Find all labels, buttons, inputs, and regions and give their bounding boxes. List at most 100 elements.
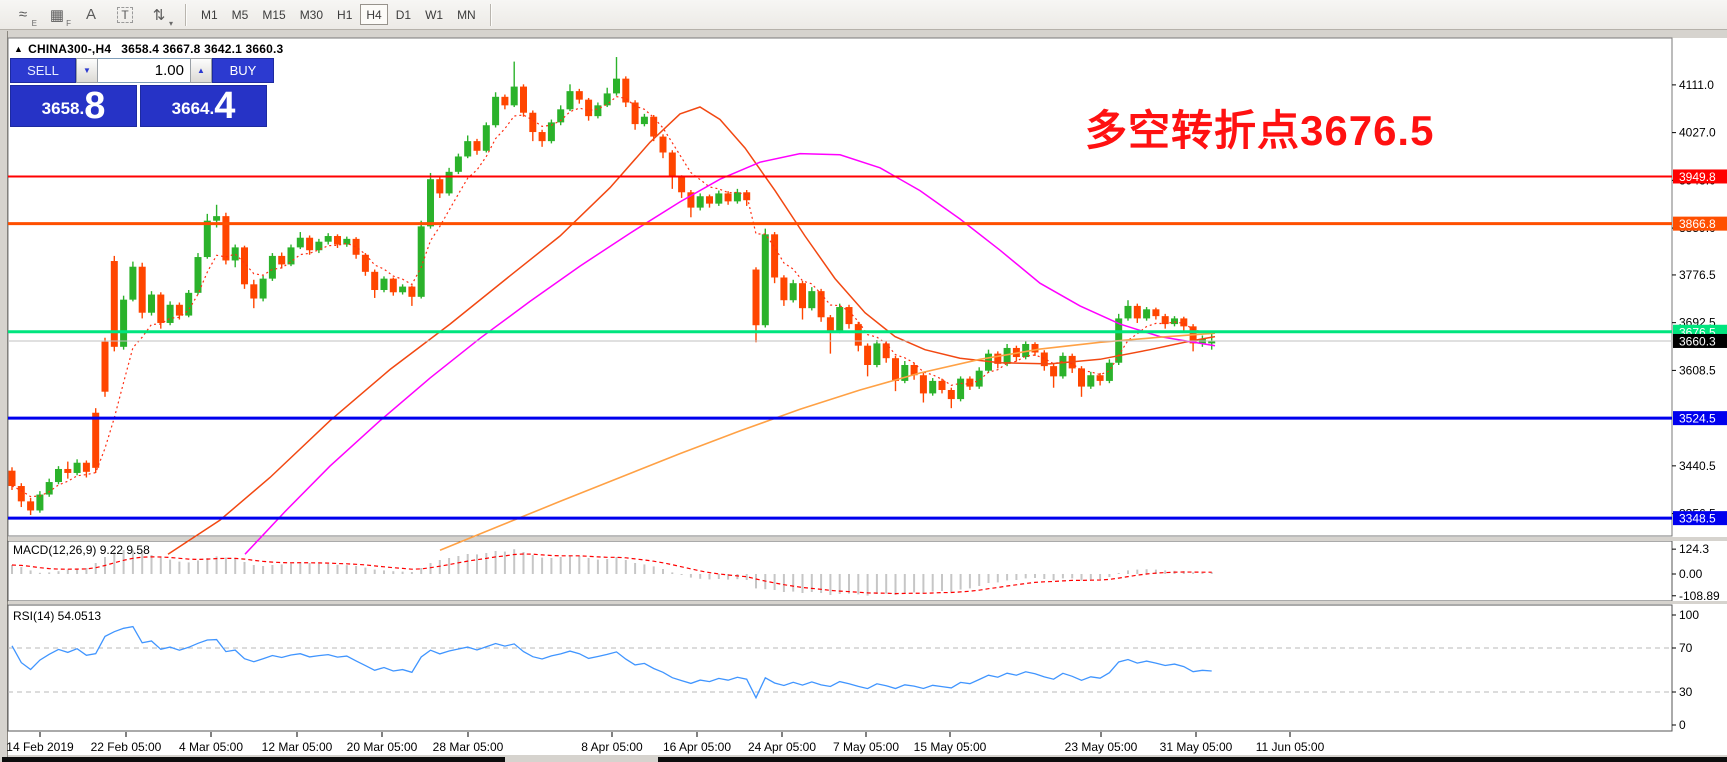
timeframe-button-M15[interactable]: M15	[256, 4, 291, 25]
rsi-pane-border	[7, 604, 1673, 732]
candle-bear	[27, 501, 35, 511]
volume-input[interactable]	[98, 58, 190, 83]
candle-bear	[92, 412, 100, 468]
date-tick-label: 12 Mar 05:00	[262, 740, 333, 754]
candle-bull	[1208, 341, 1216, 344]
candle-bull	[417, 226, 425, 297]
indicator-curves-icon[interactable]: ≈ E	[8, 3, 38, 28]
volume-decrease-button[interactable]: ▼	[76, 58, 98, 83]
candle-bear	[622, 78, 630, 103]
collapse-panel-icon[interactable]: ▲	[14, 44, 24, 54]
candle-bull	[166, 304, 174, 323]
candle-bear	[799, 283, 806, 309]
candle-bear	[82, 462, 90, 472]
candle-bull	[957, 378, 965, 400]
candle-bull	[1124, 305, 1132, 319]
candle-bull	[836, 307, 844, 331]
candle-bear	[919, 375, 927, 394]
price-badge-label: 3660.3	[1679, 334, 1716, 348]
macd-tick-label: -108.89	[1679, 589, 1720, 603]
macd-tick-label: 124.3	[1679, 542, 1709, 556]
candle-bear	[250, 284, 258, 299]
candle-bear	[966, 378, 974, 387]
candle-bear	[845, 307, 853, 325]
date-tick-label: 23 May 05:00	[1065, 740, 1138, 754]
volume-increase-button[interactable]: ▲	[190, 58, 212, 83]
chart-annotation-text[interactable]: 多空转折点3676.5	[1085, 107, 1435, 154]
chart-window-background	[8, 38, 1727, 755]
candle-bull	[1171, 318, 1178, 325]
candle-bull	[557, 109, 565, 123]
grid-pattern-icon[interactable]: ▦ F	[42, 3, 72, 28]
cycle-arrows-icon[interactable]: ⇅ ▾	[144, 3, 174, 28]
candle-bear	[138, 266, 146, 313]
grid-pattern-glyph: ▦	[49, 6, 65, 24]
candle-bull	[482, 125, 490, 151]
timeframe-button-H4[interactable]: H4	[360, 4, 388, 25]
timeframe-button-W1[interactable]: W1	[419, 4, 449, 25]
rsi-tick-label: 30	[1679, 685, 1693, 699]
timeframe-button-M5[interactable]: M5	[226, 4, 255, 25]
candle-bear	[222, 216, 230, 261]
rsi-tick-label: 70	[1679, 641, 1693, 655]
candle-bear	[1133, 305, 1141, 319]
date-tick-label: 11 Jun 05:00	[1256, 740, 1325, 754]
candle-bear	[501, 96, 509, 106]
candle-bear	[854, 324, 862, 346]
candle-bull	[733, 192, 741, 202]
textbox-icon[interactable]: T	[110, 3, 140, 27]
candle-bull	[315, 241, 323, 251]
pane-splitter[interactable]	[8, 601, 1727, 604]
candle-bear	[724, 193, 732, 202]
indicator-curves-glyph: ≈	[18, 6, 28, 23]
timeframe-button-M1[interactable]: M1	[195, 4, 224, 25]
sell-price-big-digit: 8	[84, 85, 106, 127]
sell-price-main: 3658.	[41, 99, 85, 118]
candle-bull	[566, 91, 574, 110]
candle-bear	[101, 341, 109, 392]
buy-price-display[interactable]: 3664. 4	[140, 85, 267, 127]
candle-bear	[938, 380, 946, 390]
buy-button[interactable]: BUY	[212, 58, 274, 83]
timeframe-button-M30[interactable]: M30	[294, 4, 329, 25]
candle-bull	[324, 236, 332, 242]
timeframe-button-H1[interactable]: H1	[331, 4, 358, 25]
text-label-icon[interactable]: A	[76, 3, 106, 27]
date-tick-label: 8 Apr 05:00	[581, 740, 643, 754]
bottom-window-edge	[2, 757, 505, 762]
price-badge	[1673, 333, 1727, 348]
price-badge-label: 3949.8	[1679, 170, 1716, 184]
price-tick-label: 3440.5	[1679, 459, 1716, 473]
candle-bull	[1059, 355, 1067, 377]
candle-bear	[473, 141, 481, 151]
price-tick-label: 4111.0	[1679, 78, 1714, 92]
candle-bull	[55, 468, 62, 483]
candle-bear	[408, 286, 416, 297]
candle-bear	[994, 353, 1002, 364]
macd-signal-line	[11, 553, 1212, 595]
candle-bear	[361, 254, 369, 272]
pane-splitter[interactable]	[8, 537, 1727, 541]
candle-bull	[399, 286, 407, 293]
timeframe-button-MN[interactable]: MN	[451, 4, 482, 25]
date-tick-label: 4 Mar 05:00	[179, 740, 243, 754]
sell-button[interactable]: SELL	[10, 58, 76, 83]
timeframe-button-D1[interactable]: D1	[390, 4, 417, 25]
symbol-timeframe: CHINA300-,H4	[28, 42, 112, 56]
candle-bear	[864, 345, 872, 365]
candle-bear	[241, 247, 248, 285]
candle-bear	[334, 236, 341, 245]
toolbar-separator	[489, 3, 492, 26]
candle-bull	[808, 291, 816, 309]
candle-bear	[1152, 309, 1160, 317]
candle-bull	[464, 141, 472, 157]
buy-price-main: 3664.	[171, 99, 215, 118]
sell-price-display[interactable]: 3658. 8	[10, 85, 137, 127]
candle-bull	[194, 257, 202, 293]
toolbar: ≈ E ▦ F A T ⇅ ▾ M1 M5 M15 M30 H1 H4 D1 W1 MN	[0, 0, 1727, 30]
candle-bear	[110, 261, 118, 347]
date-tick-label: 16 Apr 05:00	[663, 740, 731, 754]
candle-bear	[64, 468, 72, 473]
date-tick-label: 14 Feb 2019	[6, 740, 74, 754]
